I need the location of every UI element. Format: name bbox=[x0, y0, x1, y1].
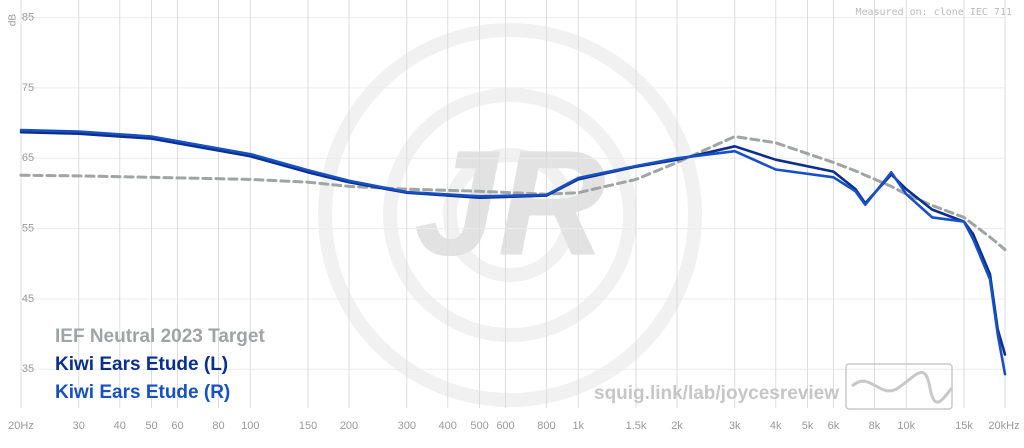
y-tick-label: 35 bbox=[22, 363, 34, 375]
legend: IEF Neutral 2023 Target Kiwi Ears Etude (… bbox=[55, 326, 265, 403]
x-tick-label: 15k bbox=[955, 420, 973, 432]
x-tick-label: 8k bbox=[869, 420, 881, 432]
x-tick-label: 80 bbox=[212, 420, 224, 432]
series-line bbox=[19, 128, 1007, 376]
lines bbox=[19, 128, 1007, 376]
x-tick-label: 20Hz bbox=[8, 420, 34, 432]
x-tick-label: 50 bbox=[145, 420, 157, 432]
legend-entry: Kiwi Ears Etude (R) bbox=[55, 382, 230, 403]
annotation: Measured on: clone IEC 711 bbox=[855, 7, 1012, 18]
y-tick-label: 75 bbox=[22, 82, 34, 94]
legend-entry: IEF Neutral 2023 Target bbox=[55, 326, 265, 347]
x-tick-label: 100 bbox=[241, 420, 259, 432]
x-tick-label: 600 bbox=[496, 420, 514, 432]
y-tick-label: 65 bbox=[22, 152, 34, 164]
x-tick-label: 200 bbox=[340, 420, 358, 432]
y-axis-label: dB bbox=[8, 14, 19, 27]
y-tick-label: 55 bbox=[22, 223, 34, 235]
x-tick-label: 6k bbox=[828, 420, 840, 432]
x-tick-label: 300 bbox=[398, 420, 416, 432]
x-tick-label: 1.5k bbox=[626, 420, 647, 432]
x-tick-label: 1k bbox=[572, 420, 584, 432]
grid: 35 45 55 65 75 85 20Hz 30 40 50 60 80 100 150 200 300 40… bbox=[8, 0, 1020, 432]
x-tick-label: 2k bbox=[671, 420, 683, 432]
watermark-logo bbox=[318, 23, 702, 407]
x-tick-label: 20kHz bbox=[988, 420, 1019, 432]
x-tick-label: 40 bbox=[114, 420, 126, 432]
watermark-logo-text: JR bbox=[414, 119, 606, 287]
x-tick-label: 5k bbox=[802, 420, 814, 432]
x-tick-label: 30 bbox=[73, 420, 85, 432]
x-tick-label: 60 bbox=[171, 420, 183, 432]
x-tick-label: 400 bbox=[439, 420, 457, 432]
x-tick-label: 500 bbox=[470, 420, 488, 432]
x-tick-label: 150 bbox=[299, 420, 317, 432]
x-tick-label: 4k bbox=[770, 420, 782, 432]
legend-entry: Kiwi Ears Etude (L) bbox=[55, 354, 228, 375]
x-tick-label: 800 bbox=[537, 420, 555, 432]
y-tick-label: 45 bbox=[22, 293, 34, 305]
x-tick-label: 10k bbox=[897, 420, 915, 432]
x-tick-label: 3k bbox=[729, 420, 741, 432]
y-tick-label: 85 bbox=[22, 11, 34, 23]
watermark: squig.link/lab/joycesreview bbox=[594, 383, 839, 404]
series-line bbox=[19, 135, 1007, 252]
watermark-icon bbox=[845, 363, 954, 410]
